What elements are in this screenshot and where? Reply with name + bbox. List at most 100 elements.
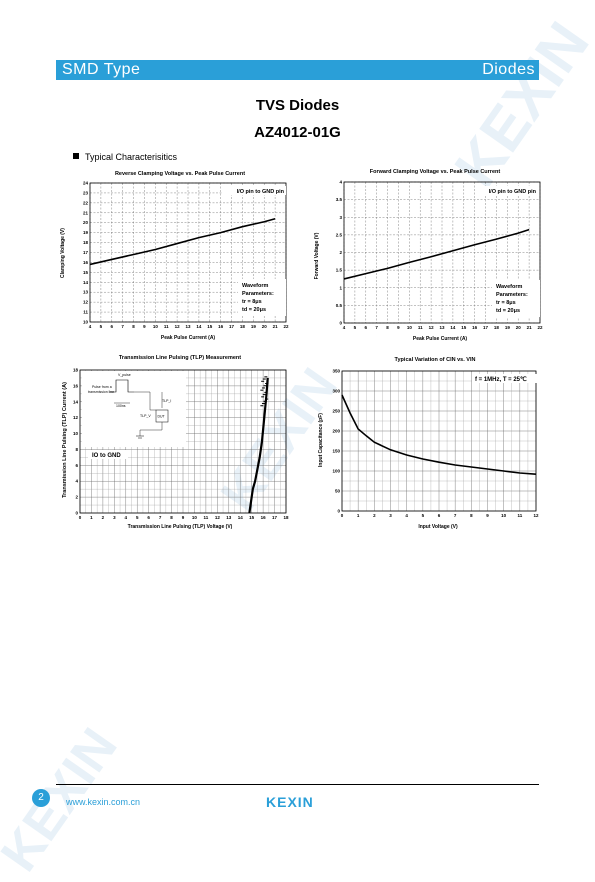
x-tick-label: 10 xyxy=(153,324,159,329)
y-tick-label: 16 xyxy=(73,383,79,388)
bullet-square-icon xyxy=(73,153,79,159)
page-title: TVS Diodes xyxy=(0,97,595,114)
y-tick-label: 19 xyxy=(83,230,89,235)
header-category: Diodes xyxy=(482,60,535,80)
x-tick-label: 12 xyxy=(429,325,435,330)
x-tick-label: 8 xyxy=(170,515,173,520)
y-axis-label: Input Capacitance (pF) xyxy=(318,413,324,467)
waveform-note: Parameters: xyxy=(242,291,274,297)
x-tick-label: 12 xyxy=(533,513,539,518)
y-tick-label: 2 xyxy=(339,250,342,255)
waveform-note: Waveform xyxy=(496,284,522,290)
chart-annotation: IO to GND xyxy=(92,453,121,459)
y-tick-label: 100 xyxy=(332,469,340,474)
x-tick-label: 2 xyxy=(102,515,105,520)
series-line xyxy=(249,378,267,513)
x-tick-label: 7 xyxy=(121,324,124,329)
x-tick-label: 6 xyxy=(111,324,114,329)
waveform-note: td = 20μs xyxy=(242,307,266,313)
waveform-note: Waveform xyxy=(242,283,268,289)
x-tick-label: 18 xyxy=(240,324,246,329)
section-heading-text: Typical Characterisitics xyxy=(85,152,177,162)
x-tick-label: 14 xyxy=(238,515,244,520)
footer-url[interactable]: www.kexin.com.cn xyxy=(66,797,140,807)
x-tick-label: 8 xyxy=(386,325,389,330)
x-tick-label: 9 xyxy=(397,325,400,330)
kexin-logo: KEXIN xyxy=(266,794,314,810)
header-type: SMD Type xyxy=(62,60,140,80)
y-tick-label: 3.5 xyxy=(336,197,343,202)
x-tick-label: 5 xyxy=(422,513,425,518)
x-tick-label: 4 xyxy=(125,515,128,520)
series-line xyxy=(344,230,529,279)
y-tick-label: 11 xyxy=(83,310,88,315)
x-tick-label: 15 xyxy=(207,324,213,329)
inset-label: DUT xyxy=(158,415,166,419)
x-tick-label: 20 xyxy=(262,324,268,329)
x-tick-label: 5 xyxy=(136,515,139,520)
inset-label: 100ns xyxy=(116,404,126,408)
y-axis-label: Forward Voltage (V) xyxy=(314,232,320,279)
x-tick-label: 2 xyxy=(373,513,376,518)
x-tick-label: 22 xyxy=(537,325,543,330)
inset-label: Pulse from a xyxy=(92,385,112,389)
y-tick-label: 21 xyxy=(83,210,89,215)
x-tick-label: 14 xyxy=(196,324,202,329)
x-tick-label: 10 xyxy=(407,325,413,330)
x-axis-label: Transmission Line Pulsing (TLP) Voltage … xyxy=(128,524,233,530)
waveform-note: tr = 8μs xyxy=(242,299,262,305)
x-tick-label: 8 xyxy=(470,513,473,518)
x-tick-label: 18 xyxy=(283,515,289,520)
x-tick-label: 19 xyxy=(505,325,511,330)
y-axis-label: Clamping Voltage (V) xyxy=(60,228,66,278)
inset-label: TLP_V xyxy=(140,414,151,418)
y-tick-label: 8 xyxy=(75,447,78,452)
waveform-note: Parameters: xyxy=(496,292,528,298)
x-axis-label: Peak Pulse Current (A) xyxy=(413,336,468,342)
x-tick-label: 21 xyxy=(527,325,533,330)
x-tick-label: 4 xyxy=(89,324,92,329)
x-tick-label: 5 xyxy=(354,325,357,330)
chart-annotation: f = 1MHz, T = 25℃ xyxy=(475,376,527,383)
x-tick-label: 8 xyxy=(132,324,135,329)
chart-title: Transmission Line Pulsing (TLP) Measurem… xyxy=(60,355,300,361)
y-tick-label: 6 xyxy=(75,463,78,468)
header-banner: SMD Type Diodes xyxy=(56,60,539,80)
x-tick-label: 1 xyxy=(90,515,93,520)
x-tick-label: 12 xyxy=(175,324,181,329)
y-tick-label: 10 xyxy=(83,320,89,325)
x-tick-label: 5 xyxy=(100,324,103,329)
y-tick-label: 17 xyxy=(83,250,89,255)
x-tick-label: 13 xyxy=(439,325,445,330)
x-tick-label: 4 xyxy=(405,513,408,518)
x-tick-label: 7 xyxy=(454,513,457,518)
y-tick-label: 1.5 xyxy=(336,268,343,273)
x-tick-label: 4 xyxy=(343,325,346,330)
x-tick-label: 17 xyxy=(229,324,235,329)
x-tick-label: 11 xyxy=(517,513,522,518)
y-tick-label: 50 xyxy=(335,489,341,494)
x-tick-label: 3 xyxy=(389,513,392,518)
x-tick-label: 7 xyxy=(375,325,378,330)
x-tick-label: 16 xyxy=(218,324,224,329)
y-tick-label: 16 xyxy=(83,260,89,265)
x-tick-label: 18 xyxy=(494,325,500,330)
y-tick-label: 13 xyxy=(83,290,89,295)
x-tick-label: 0 xyxy=(341,513,344,518)
chart-annotation: I/O pin to GND pin xyxy=(489,189,537,195)
x-tick-label: 15 xyxy=(249,515,255,520)
x-tick-label: 11 xyxy=(164,324,169,329)
y-tick-label: 0.5 xyxy=(336,303,343,308)
x-tick-label: 6 xyxy=(147,515,150,520)
series-line xyxy=(90,219,275,265)
y-tick-label: 200 xyxy=(332,429,340,434)
waveform-note: tr = 8μs xyxy=(496,300,516,306)
x-tick-label: 11 xyxy=(204,515,209,520)
x-tick-label: 19 xyxy=(251,324,257,329)
x-tick-label: 7 xyxy=(159,515,162,520)
y-tick-label: 15 xyxy=(83,270,89,275)
y-tick-label: 4 xyxy=(339,180,342,185)
